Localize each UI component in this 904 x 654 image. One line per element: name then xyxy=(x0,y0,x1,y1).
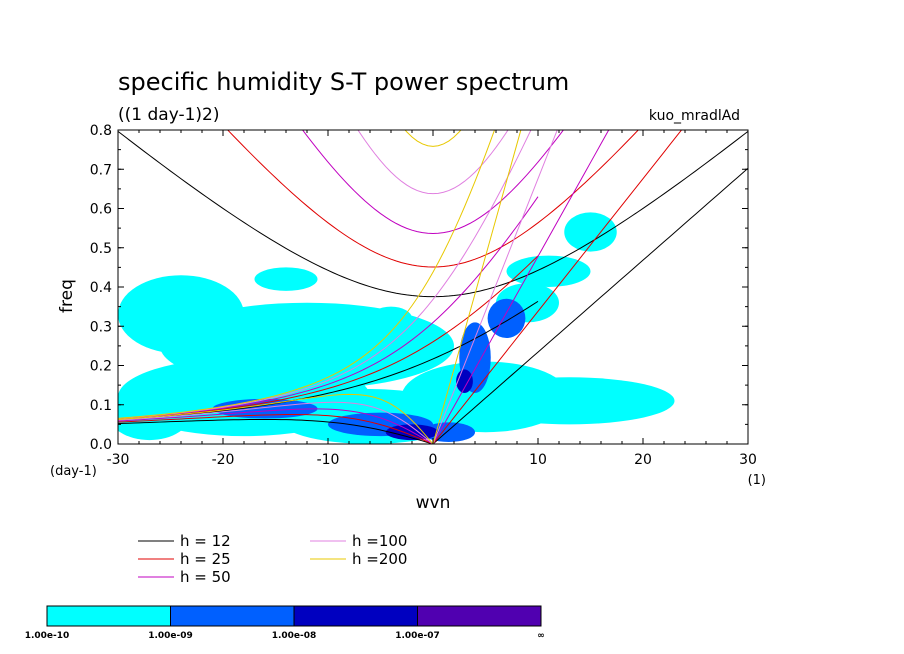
colorbar-label: 1.00e-07 xyxy=(395,631,440,641)
colorbar-label: ∞ xyxy=(537,631,545,641)
dispersion-curves xyxy=(118,130,748,444)
x-axis-label: wvn xyxy=(416,493,451,513)
kelvin-curve xyxy=(432,130,522,444)
colorbar-segment xyxy=(46,605,171,627)
x-tick-label: 30 xyxy=(739,452,757,468)
rossby-curve xyxy=(118,408,434,444)
kelvin-curve xyxy=(432,130,683,444)
spectrum-region xyxy=(254,267,318,291)
spectrum-region xyxy=(456,369,473,393)
axis-ticks: -30 -20 -10 0 10 20 30 0.0 0.1 0.2 0.3 0.4 0.5 0.6 0.7… xyxy=(90,123,757,468)
spectrum-region xyxy=(506,255,591,287)
colorbar-label: 1.00e-10 xyxy=(25,631,70,641)
y-tick-label: 0.4 xyxy=(90,280,112,296)
legend-label: h =100 xyxy=(352,532,407,550)
y-tick-label: 0.3 xyxy=(90,319,112,335)
legend-label: h = 25 xyxy=(180,550,231,568)
rossby-curve xyxy=(118,393,434,444)
x-tick-label: -30 xyxy=(107,452,130,468)
gravity-wave-curve xyxy=(118,130,748,298)
y-axis-label: freq xyxy=(57,279,77,313)
spectrum-region xyxy=(118,385,192,441)
y-tick-label: 0.6 xyxy=(90,202,112,218)
colorbar-label: 1.00e-09 xyxy=(148,631,193,641)
x-tick-label: 0 xyxy=(429,452,438,468)
legend-label: h = 12 xyxy=(180,532,231,550)
colorbar: 1.00e-10 1.00e-09 1.00e-08 1.00e-07 ∞ xyxy=(25,605,545,641)
y-unit-label: (day-1) xyxy=(50,464,97,479)
x-tick-label: -10 xyxy=(317,452,340,468)
kelvin-curve xyxy=(432,130,610,444)
y-tick-label: 0.1 xyxy=(90,398,112,414)
gravity-wave-curve xyxy=(301,130,565,235)
y-tick-label: 0.7 xyxy=(90,162,112,178)
spectrum-region xyxy=(370,306,412,331)
gravity-wave-curve xyxy=(404,130,462,147)
y-tick-label: 0.8 xyxy=(90,123,112,139)
colorbar-segment xyxy=(417,605,542,627)
colorbar-segment xyxy=(293,605,418,627)
gravity-wave-curve xyxy=(357,130,509,195)
legend-label: h =200 xyxy=(352,550,407,568)
mrg-curve xyxy=(118,300,539,421)
rossby-curve xyxy=(118,418,434,444)
y-tick-label: 0.2 xyxy=(90,359,112,375)
chart-title: specific humidity S-T power spectrum xyxy=(118,68,569,96)
mrg-curve xyxy=(118,130,496,419)
rossby-curve xyxy=(118,401,434,444)
mrg-curve xyxy=(118,196,539,420)
gravity-wave-curve xyxy=(227,130,639,268)
spectrum-region xyxy=(564,212,617,252)
x-tick-label: -20 xyxy=(212,452,235,468)
x-unit-label: (1) xyxy=(748,473,766,488)
y-tick-label: 0.5 xyxy=(90,241,112,257)
x-tick-label: 20 xyxy=(634,452,652,468)
kelvin-curve xyxy=(432,130,558,444)
x-tick-label: 10 xyxy=(529,452,547,468)
chart-subtitle: ((1 day-1)2) xyxy=(118,105,220,125)
colorbar-label: 1.00e-08 xyxy=(272,631,317,641)
y-tick-label: 0.0 xyxy=(90,437,112,453)
spectrum-fills xyxy=(118,212,675,444)
rossby-curve xyxy=(118,414,434,444)
spectrum-region xyxy=(487,298,526,339)
colorbar-segment xyxy=(170,605,295,627)
kelvin-curve xyxy=(432,167,748,444)
legend-label: h = 50 xyxy=(180,568,231,586)
spectrum-region xyxy=(464,377,675,425)
run-label: kuo_mradlAd xyxy=(649,108,740,124)
